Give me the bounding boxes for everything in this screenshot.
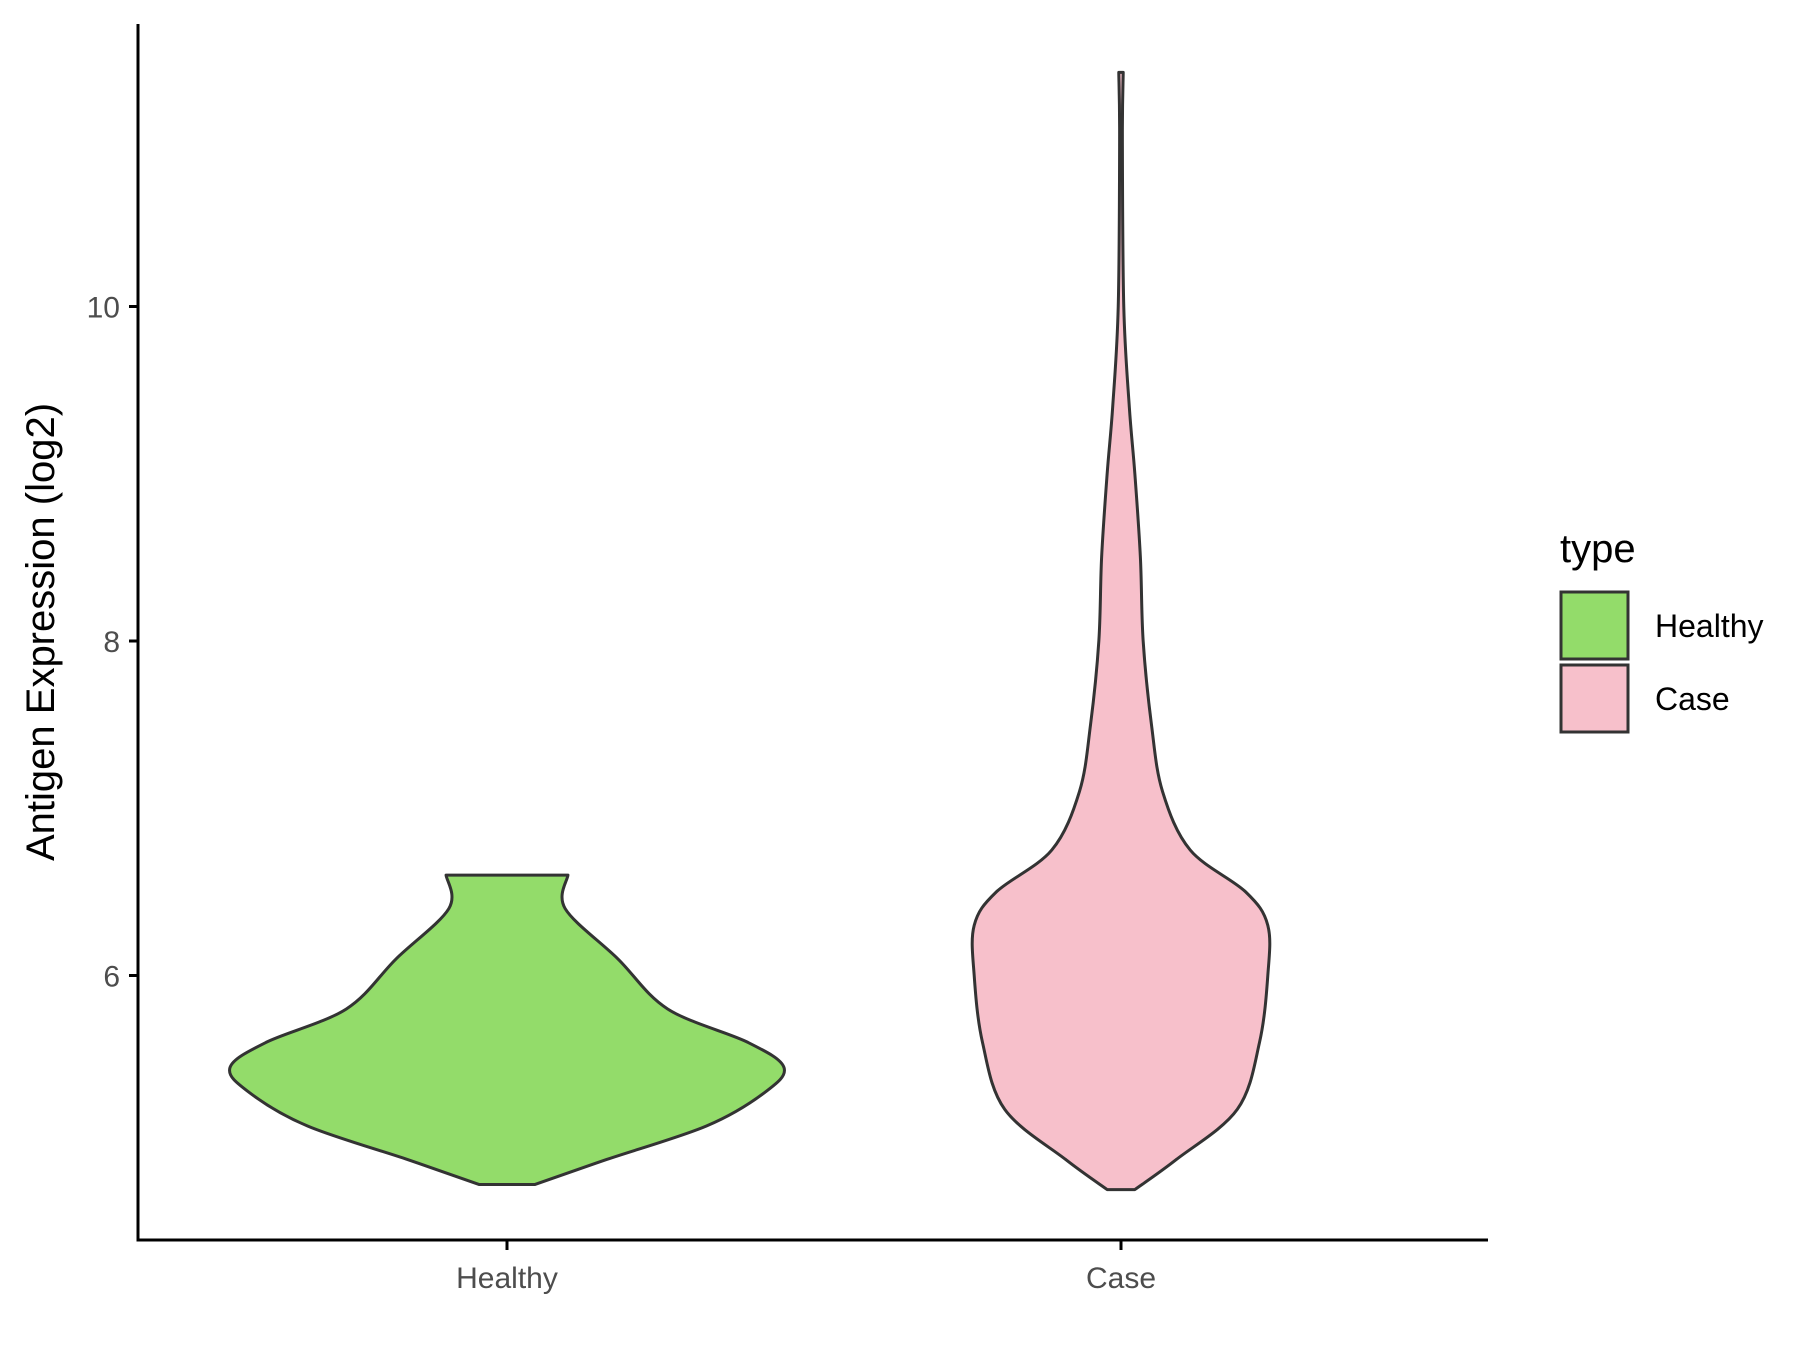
violins-group — [228, 70, 1272, 1192]
violin-healthy — [228, 873, 786, 1187]
y-axis-title: Antigen Expression (log2) — [19, 403, 63, 861]
violin-case — [970, 70, 1272, 1192]
y-tick-label: 6 — [103, 961, 120, 994]
legend-label-healthy: Healthy — [1655, 608, 1764, 644]
legend-swatch-case — [1559, 663, 1630, 734]
x-tick-label: Healthy — [456, 1262, 558, 1295]
legend: type Healthy Case — [1559, 527, 1764, 734]
legend-entries: Healthy Case — [1559, 590, 1764, 734]
y-axis-ticks: 6 8 10 — [87, 292, 138, 994]
legend-title: type — [1560, 527, 1636, 571]
y-tick-label: 8 — [103, 626, 120, 659]
legend-swatch-healthy — [1559, 590, 1630, 661]
x-tick-label: Case — [1086, 1262, 1156, 1295]
x-axis-ticks: Healthy Case — [456, 1240, 1156, 1295]
legend-label-case: Case — [1655, 681, 1730, 717]
y-tick-label: 10 — [87, 292, 120, 325]
